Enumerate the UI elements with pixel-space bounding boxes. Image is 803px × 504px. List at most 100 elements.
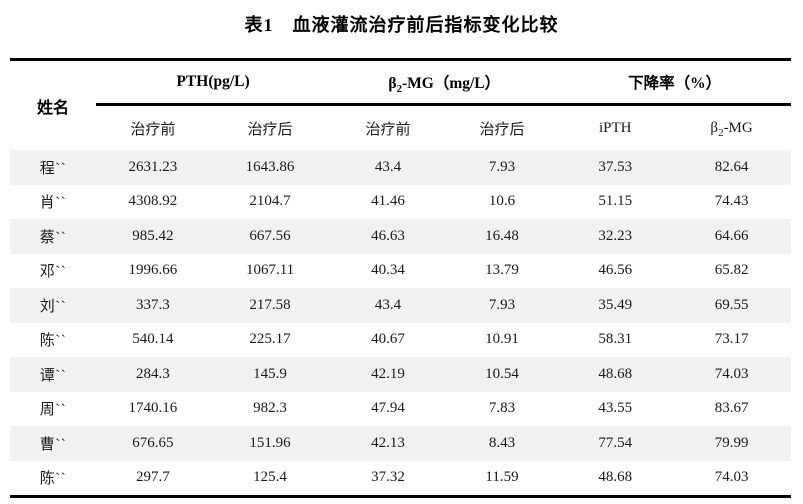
cell-value: 225.17 bbox=[249, 331, 291, 348]
sub-header-b2mg-rate: β2-MG bbox=[672, 119, 791, 139]
sub-header-ipth: iPTH bbox=[598, 119, 632, 136]
cell-value: 2631.23 bbox=[128, 158, 178, 175]
table-header: 姓名 PTH(pg/L) β2-MG（mg/L） 下降率（%） 治疗前 治疗后 … bbox=[10, 61, 791, 150]
table-bottom-rule bbox=[10, 495, 791, 498]
b2mg-rate-prefix: β bbox=[710, 119, 719, 136]
patient-name: 曹`` bbox=[39, 436, 67, 453]
patient-name: 谭`` bbox=[39, 367, 67, 384]
patient-name: 邓`` bbox=[39, 264, 67, 281]
sub-header-b2mg-after: 治疗后 bbox=[479, 121, 525, 138]
table-body: 程`` 2631.23 1643.86 43.4 7.93 37.53 82.64 肖`` 43… bbox=[10, 150, 791, 495]
cell-value: 43.4 bbox=[374, 296, 402, 313]
cell-value: 46.56 bbox=[598, 262, 633, 279]
table-top-rule bbox=[10, 58, 791, 61]
cell-value: 42.13 bbox=[371, 434, 405, 451]
sub-header-b2mg-before: 治疗前 bbox=[365, 121, 411, 138]
table-row: 程`` 2631.23 1643.86 43.4 7.93 37.53 82.64 bbox=[10, 150, 791, 185]
data-table: 姓名 PTH(pg/L) β2-MG（mg/L） 下降率（%） 治疗前 治疗后 … bbox=[10, 58, 791, 498]
table-row: 肖`` 4308.92 2104.7 41.46 10.6 51.15 74.43 bbox=[10, 185, 791, 220]
cell-value: 145.9 bbox=[253, 365, 287, 382]
cell-value: 10.6 bbox=[488, 193, 516, 210]
column-header-name: 姓名 bbox=[36, 99, 69, 117]
cell-value: 79.99 bbox=[714, 434, 749, 451]
cell-value: 48.68 bbox=[598, 365, 633, 382]
patient-name: 蔡`` bbox=[39, 229, 67, 246]
cell-value: 982.3 bbox=[253, 400, 287, 417]
cell-value: 10.54 bbox=[485, 365, 519, 382]
b2mg-subscript: 2 bbox=[396, 83, 402, 96]
cell-value: 2104.7 bbox=[249, 193, 291, 210]
table-row: 谭`` 284.3 145.9 42.19 10.54 48.68 74.03 bbox=[10, 357, 791, 392]
cell-value: 43.4 bbox=[374, 158, 402, 175]
group-header-row: PTH(pg/L) β2-MG（mg/L） 下降率（%） bbox=[10, 61, 791, 103]
b2mg-rate-suffix: -MG bbox=[723, 119, 753, 136]
cell-value: 125.4 bbox=[253, 469, 287, 486]
sub-header-pth-before: 治疗前 bbox=[130, 121, 176, 138]
table-row: 陈`` 540.14 225.17 40.67 10.91 58.31 73.17 bbox=[10, 323, 791, 358]
cell-value: 35.49 bbox=[598, 296, 633, 313]
patient-name: 肖`` bbox=[39, 195, 67, 212]
cell-value: 37.53 bbox=[598, 158, 633, 175]
cell-value: 69.55 bbox=[714, 296, 749, 313]
cell-value: 4308.92 bbox=[128, 193, 178, 210]
cell-value: 82.64 bbox=[714, 158, 749, 175]
patient-name: 陈`` bbox=[39, 471, 67, 488]
cell-value: 40.34 bbox=[371, 262, 405, 279]
cell-value: 11.59 bbox=[485, 469, 519, 486]
patient-name: 程`` bbox=[39, 160, 67, 177]
header-mid-rule bbox=[95, 103, 791, 106]
cell-value: 73.17 bbox=[714, 331, 749, 348]
cell-value: 1643.86 bbox=[245, 158, 295, 175]
sub-header-pth-after: 治疗后 bbox=[247, 121, 293, 138]
cell-value: 46.63 bbox=[371, 227, 405, 244]
cell-value: 7.93 bbox=[488, 296, 516, 313]
cell-value: 41.46 bbox=[371, 193, 405, 210]
table-row: 邓`` 1996.66 1067.11 40.34 13.79 46.56 65.82 bbox=[10, 254, 791, 289]
patient-name: 周`` bbox=[39, 402, 67, 419]
cell-value: 151.96 bbox=[249, 434, 291, 451]
group-header-pth: PTH(pg/L) bbox=[176, 73, 250, 90]
cell-value: 1067.11 bbox=[245, 262, 295, 279]
cell-value: 7.93 bbox=[488, 158, 516, 175]
cell-value: 284.3 bbox=[136, 365, 170, 382]
cell-value: 13.79 bbox=[485, 262, 519, 279]
cell-value: 65.82 bbox=[714, 262, 749, 279]
table-title: 表1 血液灌流治疗前后指标变化比较 bbox=[244, 15, 559, 35]
patient-name: 陈`` bbox=[39, 333, 67, 350]
cell-value: 40.67 bbox=[371, 331, 405, 348]
cell-value: 676.65 bbox=[132, 434, 174, 451]
cell-value: 77.54 bbox=[598, 434, 633, 451]
cell-value: 74.43 bbox=[714, 193, 749, 210]
cell-value: 297.7 bbox=[136, 469, 170, 486]
cell-value: 64.66 bbox=[714, 227, 749, 244]
cell-value: 74.03 bbox=[714, 469, 749, 486]
sub-header-row: 治疗前 治疗后 治疗前 治疗后 iPTH β2-MG bbox=[10, 106, 791, 150]
cell-value: 1740.16 bbox=[128, 400, 178, 417]
table-row: 曹`` 676.65 151.96 42.13 8.43 77.54 79.99 bbox=[10, 426, 791, 461]
cell-value: 1996.66 bbox=[128, 262, 178, 279]
group-header-rate: 下降率（%） bbox=[628, 75, 722, 92]
cell-value: 10.91 bbox=[485, 331, 519, 348]
b2mg-suffix: -MG（mg/L） bbox=[401, 75, 501, 92]
cell-value: 37.32 bbox=[371, 469, 405, 486]
group-header-b2mg: β2-MG（mg/L） bbox=[330, 71, 558, 96]
cell-value: 337.3 bbox=[136, 296, 170, 313]
cell-value: 42.19 bbox=[371, 365, 405, 382]
cell-value: 8.43 bbox=[488, 434, 516, 451]
cell-value: 48.68 bbox=[598, 469, 633, 486]
cell-value: 217.58 bbox=[249, 296, 291, 313]
table-row: 陈`` 297.7 125.4 37.32 11.59 48.68 74.03 bbox=[10, 461, 791, 496]
table-row: 刘`` 337.3 217.58 43.4 7.93 35.49 69.55 bbox=[10, 288, 791, 323]
cell-value: 540.14 bbox=[132, 331, 174, 348]
cell-value: 47.94 bbox=[371, 400, 405, 417]
cell-value: 74.03 bbox=[714, 365, 749, 382]
b2mg-prefix: β bbox=[388, 75, 397, 92]
cell-value: 83.67 bbox=[714, 400, 749, 417]
cell-value: 43.55 bbox=[598, 400, 633, 417]
cell-value: 51.15 bbox=[598, 193, 633, 210]
cell-value: 32.23 bbox=[598, 227, 633, 244]
patient-name: 刘`` bbox=[39, 298, 67, 315]
cell-value: 985.42 bbox=[132, 227, 174, 244]
cell-value: 58.31 bbox=[598, 331, 633, 348]
